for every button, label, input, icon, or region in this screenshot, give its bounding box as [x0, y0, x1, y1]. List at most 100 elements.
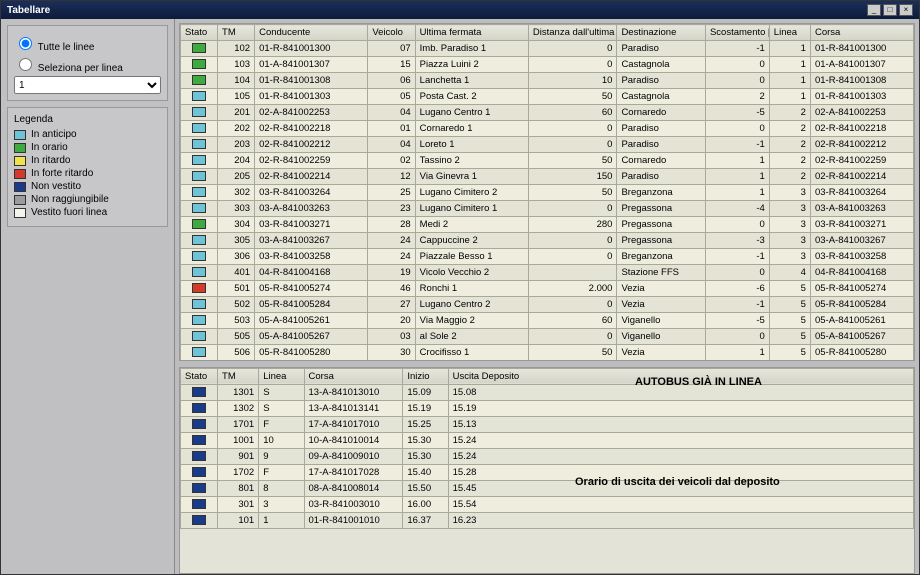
status-icon: [192, 387, 206, 397]
col-header[interactable]: TM: [218, 25, 255, 41]
minimize-button[interactable]: _: [867, 4, 881, 16]
col-header[interactable]: TM: [218, 368, 259, 384]
cell: 15.19: [448, 400, 913, 416]
cell: 103: [218, 57, 255, 73]
table-row[interactable]: 50605-R-84100528030Crocifisso 150Vezia15…: [181, 345, 914, 361]
col-header[interactable]: Distanza dall'ultima fermata [m]: [528, 25, 617, 41]
status-cell: [181, 329, 218, 345]
col-header[interactable]: Scostamento [min]: [705, 25, 769, 41]
table-row[interactable]: 30203-R-84100326425Lugano Cimitero 250Br…: [181, 185, 914, 201]
table-row[interactable]: 30503-A-84100326724Cappuccine 20Pregasso…: [181, 233, 914, 249]
cell: 1: [769, 57, 810, 73]
status-icon: [192, 139, 206, 149]
cell: 8: [259, 480, 304, 496]
table-row[interactable]: 1702F17-A-84101702815.4015.28: [181, 464, 914, 480]
cell: Crocifisso 1: [415, 345, 528, 361]
table-row[interactable]: 30403-R-84100327128Medi 2280Pregassona03…: [181, 217, 914, 233]
col-header[interactable]: Ultima fermata: [415, 25, 528, 41]
col-header[interactable]: Destinazione: [617, 25, 706, 41]
radio-all-lines[interactable]: Tutte le linee: [14, 34, 161, 53]
table-row[interactable]: 101101-R-84100101016.3716.23: [181, 512, 914, 528]
cell: 05-A-841005261: [810, 313, 913, 329]
col-header[interactable]: Linea: [259, 368, 304, 384]
status-cell: [181, 400, 218, 416]
legend-label: In ritardo: [31, 155, 70, 166]
cell: 09-A-841009010: [304, 448, 403, 464]
col-header[interactable]: Corsa: [810, 25, 913, 41]
table-row[interactable]: 30303-A-84100326323Lugano Cimitero 10Pre…: [181, 201, 914, 217]
table-row[interactable]: 30603-R-84100325824Piazzale Besso 10Breg…: [181, 249, 914, 265]
col-header[interactable]: Stato: [181, 25, 218, 41]
cell: 28: [368, 217, 415, 233]
legend-item: Non raggiungibile: [14, 194, 161, 205]
vehicles-grid[interactable]: StatoTMConducenteVeicoloUltima fermataDi…: [179, 23, 915, 361]
table-row[interactable]: 1301S13-A-84101301015.0915.08: [181, 384, 914, 400]
col-header[interactable]: Uscita Deposito: [448, 368, 913, 384]
legend-item: Non vestito: [14, 181, 161, 192]
close-button[interactable]: ×: [899, 4, 913, 16]
status-icon: [192, 251, 206, 261]
table-row[interactable]: 301303-R-84100301016.0015.54: [181, 496, 914, 512]
cell: Posta Cast. 2: [415, 89, 528, 105]
cell: 03-R-841003264: [810, 185, 913, 201]
table-row[interactable]: 40104-R-84100416819Vicolo Vecchio 2Stazi…: [181, 265, 914, 281]
cell: 1702: [218, 464, 259, 480]
status-icon: [192, 515, 206, 525]
cell: 0: [528, 297, 617, 313]
cell: 5: [769, 313, 810, 329]
cell: Castagnola: [617, 89, 706, 105]
schedule-grid[interactable]: StatoTMLineaCorsaInizioUscita Deposito13…: [179, 367, 915, 574]
table-row[interactable]: 1701F17-A-84101701015.2515.13: [181, 416, 914, 432]
cell: 60: [528, 313, 617, 329]
col-header[interactable]: Inizio: [403, 368, 448, 384]
cell: 202: [218, 121, 255, 137]
table-row[interactable]: 50105-R-84100527446Ronchi 12.000Vezia-65…: [181, 281, 914, 297]
table-row[interactable]: 10501-R-84100130305Posta Cast. 250Castag…: [181, 89, 914, 105]
table-row[interactable]: 20502-R-84100221412Via Ginevra 1150Parad…: [181, 169, 914, 185]
status-icon: [192, 331, 206, 341]
cell: 201: [218, 105, 255, 121]
table-row[interactable]: 50305-A-84100526120Via Maggio 260Viganel…: [181, 313, 914, 329]
status-cell: [181, 41, 218, 57]
table-row[interactable]: 20402-R-84100225902Tassino 250Cornaredo1…: [181, 153, 914, 169]
app-window: Tabellare _ □ × Tutte le linee Seleziona…: [0, 0, 920, 575]
table-row[interactable]: 50205-R-84100528427Lugano Centro 20Vezia…: [181, 297, 914, 313]
cell: 1: [705, 345, 769, 361]
cell: al Sole 2: [415, 329, 528, 345]
table-row[interactable]: 10201-R-84100130007Imb. Paradiso 10Parad…: [181, 41, 914, 57]
table-row[interactable]: 20202-R-84100221801Cornaredo 10Paradiso0…: [181, 121, 914, 137]
table-row[interactable]: 1302S13-A-84101314115.1915.19: [181, 400, 914, 416]
col-header[interactable]: Stato: [181, 368, 218, 384]
cell: 03-A-841003263: [255, 201, 368, 217]
radio-select-line[interactable]: Seleziona per linea: [14, 55, 161, 74]
legend-swatch: [14, 169, 26, 179]
cell: 10: [528, 73, 617, 89]
col-header[interactable]: Conducente: [255, 25, 368, 41]
table-row[interactable]: 50505-A-84100526703al Sole 20Viganello05…: [181, 329, 914, 345]
table-row[interactable]: 801808-A-84100801415.5015.45: [181, 480, 914, 496]
cell: 15: [368, 57, 415, 73]
col-header[interactable]: Corsa: [304, 368, 403, 384]
col-header[interactable]: Veicolo: [368, 25, 415, 41]
cell: 01-R-841001308: [255, 73, 368, 89]
legend-item: In forte ritardo: [14, 168, 161, 179]
cell: Paradiso: [617, 73, 706, 89]
cell: 04: [368, 137, 415, 153]
cell: 02-R-841002214: [255, 169, 368, 185]
status-icon: [192, 315, 206, 325]
col-header[interactable]: Linea: [769, 25, 810, 41]
table-row[interactable]: 20302-R-84100221204Loreto 10Paradiso-120…: [181, 137, 914, 153]
legend-item: In anticipo: [14, 129, 161, 140]
cell: 1: [259, 512, 304, 528]
table-row[interactable]: 10011010-A-84101001415.3015.24: [181, 432, 914, 448]
cell: Piazza Luini 2: [415, 57, 528, 73]
cell: -5: [705, 105, 769, 121]
table-row[interactable]: 901909-A-84100901015.3015.24: [181, 448, 914, 464]
cell: Vicolo Vecchio 2: [415, 265, 528, 281]
table-row[interactable]: 10401-R-84100130806Lanchetta 110Paradiso…: [181, 73, 914, 89]
line-select[interactable]: 1: [14, 76, 161, 94]
table-row[interactable]: 10301-A-84100130715Piazza Luini 20Castag…: [181, 57, 914, 73]
table-row[interactable]: 20102-A-84100225304Lugano Centro 160Corn…: [181, 105, 914, 121]
maximize-button[interactable]: □: [883, 4, 897, 16]
cell: Paradiso: [617, 121, 706, 137]
